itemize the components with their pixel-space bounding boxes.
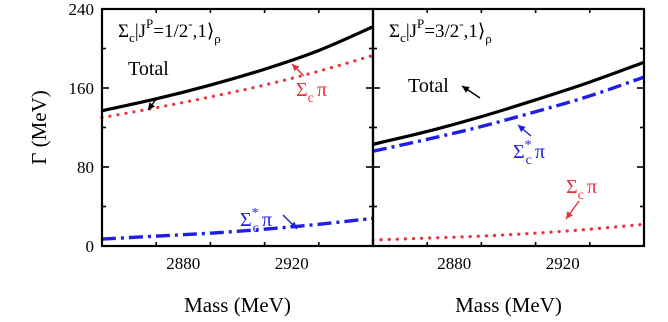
anno-greek: π: [535, 141, 545, 163]
anno-greek: π: [317, 79, 327, 101]
anno-sub: c: [526, 153, 532, 168]
x-tick-label: 2880: [437, 254, 471, 273]
title-eq: =1/2: [153, 21, 188, 42]
series-line-1-3: [101, 216, 374, 241]
series-line-1-1: [101, 25, 374, 113]
annotation-arrowhead: [462, 86, 470, 93]
anno-main: Σ: [513, 141, 525, 163]
x-tick-label: 2880: [166, 254, 200, 273]
title-sub: c: [129, 30, 135, 45]
anno-main: Total: [128, 58, 169, 80]
anno-greek: π: [262, 209, 272, 231]
anno-sub: c: [578, 188, 584, 203]
x-axis-title: Mass (MeV): [455, 293, 562, 317]
title-sup: P: [146, 16, 153, 31]
y-tick-label: 240: [69, 0, 95, 19]
anno-sup: *: [525, 138, 532, 153]
title-eq: =3/2: [424, 21, 459, 42]
anno-main: Σ: [296, 79, 308, 101]
title-bar: |J: [406, 21, 417, 42]
title-sub: c: [400, 30, 406, 45]
annotation-arrowhead: [566, 211, 573, 219]
anno-sub: c: [308, 91, 314, 106]
annotation-label: Σc π: [296, 79, 327, 106]
title-tail: ,1⟩: [464, 21, 486, 42]
panel-title: Σc|JP=3/2-,1⟩ρ: [389, 16, 492, 46]
annotation-label: Total: [408, 75, 449, 97]
annotation-arrowhead: [518, 125, 526, 133]
annotation-arrowhead: [289, 221, 297, 229]
anno-main: Σ: [566, 176, 578, 198]
title-tail-sub: ρ: [485, 31, 492, 46]
anno-greek: π: [587, 176, 597, 198]
y-tick-label: 80: [77, 158, 94, 177]
y-axis-title: Γ (MeV): [27, 90, 51, 165]
anno-sup: *: [252, 206, 259, 221]
annotation-arrowhead: [148, 102, 155, 110]
plot-frame-2: [371, 7, 646, 248]
annotation-label: Σ* c π: [513, 138, 545, 168]
annotation-label: Total: [128, 58, 169, 80]
title-sup2: -: [188, 16, 192, 31]
annotation-arrowhead: [292, 64, 300, 72]
x-tick-label: 2920: [275, 254, 309, 273]
y-tick-label: 160: [69, 79, 95, 98]
title-sup2: -: [459, 16, 463, 31]
title-bar: |J: [135, 21, 146, 42]
anno-sub: c: [253, 221, 259, 236]
x-tick-label: 2920: [546, 254, 580, 273]
panel-title: Σc|JP=1/2-,1⟩ρ: [118, 16, 221, 46]
series-line-2-3: [371, 222, 646, 242]
title-base: Σ: [118, 21, 129, 42]
series-line-1-2: [100, 53, 375, 120]
y-tick-label: 0: [86, 237, 95, 256]
anno-main: Σ: [240, 209, 252, 231]
series-line-2-2: [372, 75, 645, 153]
anno-main: Total: [408, 75, 449, 97]
series-line-2-1: [372, 60, 645, 146]
x-axis-title: Mass (MeV): [184, 293, 291, 317]
annotation-label: Σ* c π: [240, 206, 272, 236]
title-sup: P: [417, 16, 424, 31]
title-tail: ,1⟩: [193, 21, 215, 42]
annotation-label: Σc π: [566, 176, 597, 203]
title-tail-sub: ρ: [214, 31, 221, 46]
title-base: Σ: [389, 21, 400, 42]
